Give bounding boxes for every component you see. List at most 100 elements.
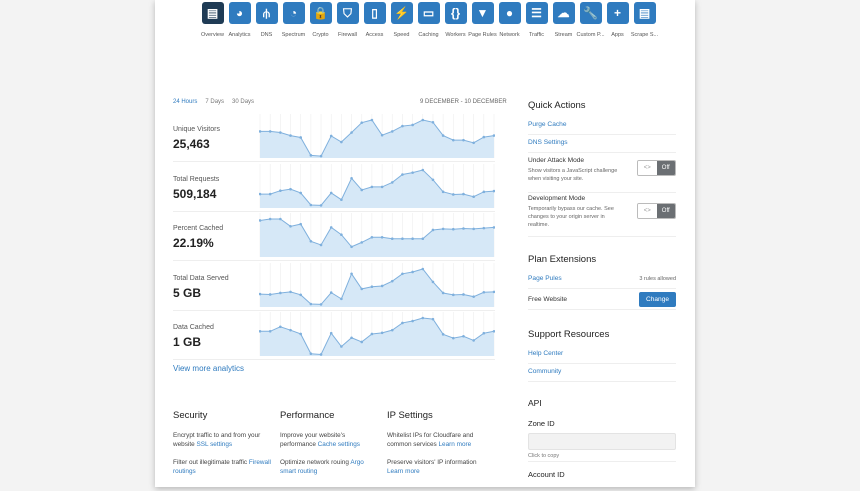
tab-24-hours[interactable]: 24 Hours xyxy=(173,99,198,105)
nav-scrape-s[interactable]: ▤ Scrape S... xyxy=(631,2,658,38)
sparkline-point xyxy=(279,217,282,221)
sparkline-point xyxy=(411,237,414,241)
sparkline-area xyxy=(260,219,494,257)
footer-item: Whitelist IPs for Cloudfare and common s… xyxy=(387,431,487,450)
footer-item: Preserve visitors' IP information Learn … xyxy=(387,458,487,477)
nav-label: Firewall xyxy=(338,32,357,38)
footer-link[interactable]: Learn more xyxy=(387,467,420,475)
sparkline-point xyxy=(360,188,364,191)
sparkline-point xyxy=(268,130,272,133)
sparkline-point xyxy=(289,328,292,332)
sparkline-point xyxy=(268,330,272,333)
nav-apps[interactable]: + Apps xyxy=(604,2,631,38)
metric-label: Total Data Served xyxy=(173,274,229,282)
sparkline-point xyxy=(411,270,414,273)
nav-spectrum[interactable]: ◔ Spectrum xyxy=(280,2,307,38)
nav-analytics[interactable]: ◕ Analytics xyxy=(226,2,253,38)
nav-workers[interactable]: {} Workers xyxy=(442,2,469,38)
sparkline-point xyxy=(492,189,495,192)
footer-link[interactable]: Cache settings xyxy=(317,441,360,449)
nav-dns[interactable]: ⫛ DNS xyxy=(253,2,280,38)
nav-stream[interactable]: ☁ Stream xyxy=(550,2,577,38)
nav-custom-p[interactable]: 🔧 Custom P... xyxy=(576,2,605,38)
metric-unique-visitors: Unique Visitors 25,463 xyxy=(173,112,495,162)
sparkline-line xyxy=(259,218,495,248)
plan-name: Free Website xyxy=(528,296,568,303)
nav-firewall[interactable]: ⛉ Firewall xyxy=(334,2,361,38)
footer-link[interactable]: Argo smart routing xyxy=(280,458,364,475)
metric-value: 1 GB xyxy=(173,335,202,349)
nav-overview[interactable]: ▤ Overview xyxy=(199,2,226,38)
sparkline-line xyxy=(260,317,495,356)
metric-value: 509,184 xyxy=(173,186,217,201)
sparkline-point xyxy=(329,191,333,194)
nav-crypto[interactable]: 🔒 Crypto xyxy=(307,2,334,38)
nav-traffic[interactable]: ☰ Traffic xyxy=(523,2,550,38)
sparkline-point xyxy=(268,292,272,296)
sparkline-point xyxy=(492,134,495,137)
help-center-link[interactable]: Help Center xyxy=(528,350,564,357)
footer-text: Improve your website's performance xyxy=(280,432,346,449)
sparkline-point xyxy=(279,188,282,192)
sparkline-point xyxy=(319,302,323,306)
nav-label: Network xyxy=(499,32,520,38)
toggle-state: Off xyxy=(656,204,675,218)
sparkline xyxy=(259,213,495,257)
sparkline-point xyxy=(472,194,475,198)
sparkline-point xyxy=(319,353,323,356)
sparkline-point xyxy=(360,241,364,244)
sparkline-point xyxy=(390,237,394,241)
sparkline-point xyxy=(370,235,374,239)
nav-speed[interactable]: ⚡ Speed xyxy=(388,2,415,38)
sparkline-point xyxy=(268,217,272,221)
change-plan-button[interactable]: Change xyxy=(639,292,676,307)
sparkline-point xyxy=(299,222,302,226)
footer-link[interactable]: SSL settings xyxy=(196,441,233,449)
sparkline-point xyxy=(441,291,445,294)
sparkline-point xyxy=(411,170,414,174)
metric-value: 25,463 xyxy=(173,137,210,151)
nav-caching[interactable]: ▭ Caching xyxy=(415,2,442,38)
page-rules-link[interactable]: Page Pules xyxy=(528,275,562,282)
footer-heading: Security xyxy=(173,410,208,421)
sparkline-point xyxy=(360,287,364,290)
nav-label: Analytics xyxy=(228,32,251,38)
sparkline-point xyxy=(462,334,465,338)
sparkline-point xyxy=(319,154,323,158)
nav-access[interactable]: ▯ Access xyxy=(361,2,388,38)
code-icon: <> xyxy=(638,204,657,218)
sparkline-point xyxy=(289,187,292,190)
sparkline-point xyxy=(299,191,302,194)
footer-heading: IP Settings xyxy=(387,410,433,421)
sparkline-point xyxy=(452,138,455,142)
tab-7-days[interactable]: 7 Days xyxy=(205,99,225,105)
development-mode-toggle[interactable]: <> Off xyxy=(637,203,676,219)
under-attack-desc: Show visitors a JavaScript challenge whe… xyxy=(528,168,618,182)
community-link[interactable]: Community xyxy=(528,368,562,375)
sparkline-point xyxy=(259,330,262,333)
sparkline-point xyxy=(329,134,333,138)
footer-text: Filter out illegitimate traffic xyxy=(173,458,248,466)
sparkline-point xyxy=(492,290,495,293)
nav-network[interactable]: ● Network xyxy=(496,2,523,38)
under-attack-toggle[interactable]: <> Off xyxy=(637,160,676,176)
under-attack-row: Under Attack Mode Show visitors a JavaSc… xyxy=(528,157,676,193)
sparkline-point xyxy=(401,172,404,176)
purge-cache-link[interactable]: Purge Cache xyxy=(528,121,567,128)
plan-extensions-heading: Plan Extensions xyxy=(528,254,597,265)
tab-30-days[interactable]: 30 Days xyxy=(232,99,255,105)
sparkline-point xyxy=(259,219,262,222)
sparkline-point xyxy=(431,177,435,181)
nav-page-rules[interactable]: ▼ Page Rules xyxy=(468,2,497,38)
sparkline-point xyxy=(370,118,374,122)
footer-text: Optimize network rouing xyxy=(280,458,349,466)
sparkline-point xyxy=(421,168,425,171)
metric-total-requests: Total Requests 509,184 xyxy=(173,162,495,212)
under-attack-title: Under Attack Mode xyxy=(528,157,585,164)
view-more-analytics-link[interactable]: View more analytics xyxy=(173,364,244,373)
dns-settings-link[interactable]: DNS Settings xyxy=(528,139,568,146)
zone-id-field[interactable] xyxy=(528,433,676,450)
footer-link[interactable]: Firewall routings xyxy=(173,458,271,475)
footer-link[interactable]: Learn more xyxy=(438,441,472,449)
sparkline-point xyxy=(452,192,455,196)
